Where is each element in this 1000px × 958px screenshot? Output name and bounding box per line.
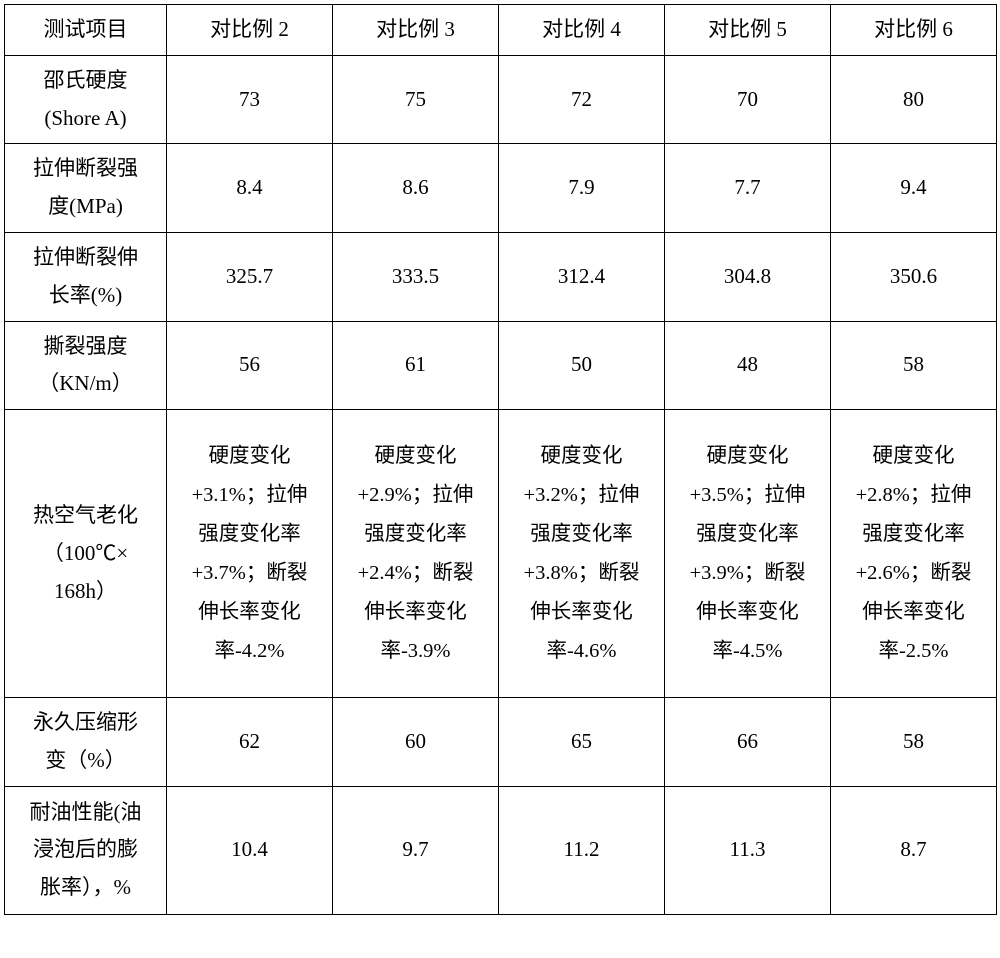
row-label-shore-hardness: 邵氏硬度 (Shore A)	[5, 55, 167, 144]
cell-value: 73	[167, 55, 333, 144]
cell-value: 58	[831, 698, 997, 787]
cell-value: 48	[665, 321, 831, 410]
cell-value: 9.4	[831, 144, 997, 233]
cell-value: 50	[499, 321, 665, 410]
cell-value: 硬度变化 +3.1%；拉伸 强度变化率 +3.7%；断裂 伸长率变化 率-4.2…	[167, 410, 333, 698]
table-row: 邵氏硬度 (Shore A) 73 75 72 70 80	[5, 55, 997, 144]
comparison-table: 测试项目 对比例 2 对比例 3 对比例 4 对比例 5 对比例 6 邵氏硬度 …	[4, 4, 997, 915]
cell-value: 8.6	[333, 144, 499, 233]
header-cell-compare-3: 对比例 3	[333, 5, 499, 56]
cell-value: 65	[499, 698, 665, 787]
table-row: 拉伸断裂伸 长率(%) 325.7 333.5 312.4 304.8 350.…	[5, 232, 997, 321]
table-header-row: 测试项目 对比例 2 对比例 3 对比例 4 对比例 5 对比例 6	[5, 5, 997, 56]
cell-value: 11.2	[499, 786, 665, 914]
row-label-compression-set: 永久压缩形 变（%）	[5, 698, 167, 787]
cell-value: 硬度变化 +3.2%；拉伸 强度变化率 +3.8%；断裂 伸长率变化 率-4.6…	[499, 410, 665, 698]
cell-value: 80	[831, 55, 997, 144]
cell-value: 10.4	[167, 786, 333, 914]
cell-value: 66	[665, 698, 831, 787]
cell-value: 333.5	[333, 232, 499, 321]
cell-value: 硬度变化 +2.8%；拉伸 强度变化率 +2.6%；断裂 伸长率变化 率-2.5…	[831, 410, 997, 698]
row-label-hot-air-aging: 热空气老化 （100℃× 168h）	[5, 410, 167, 698]
cell-value: 70	[665, 55, 831, 144]
cell-value: 60	[333, 698, 499, 787]
header-cell-compare-5: 对比例 5	[665, 5, 831, 56]
row-label-tensile-strength: 拉伸断裂强 度(MPa)	[5, 144, 167, 233]
cell-value: 75	[333, 55, 499, 144]
row-label-oil-resistance: 耐油性能(油 浸泡后的膨 胀率），%	[5, 786, 167, 914]
cell-value: 8.7	[831, 786, 997, 914]
cell-value: 350.6	[831, 232, 997, 321]
cell-value: 312.4	[499, 232, 665, 321]
header-cell-compare-6: 对比例 6	[831, 5, 997, 56]
cell-value: 56	[167, 321, 333, 410]
table-row: 永久压缩形 变（%） 62 60 65 66 58	[5, 698, 997, 787]
cell-value: 72	[499, 55, 665, 144]
cell-value: 8.4	[167, 144, 333, 233]
cell-value: 325.7	[167, 232, 333, 321]
cell-value: 硬度变化 +3.5%；拉伸 强度变化率 +3.9%；断裂 伸长率变化 率-4.5…	[665, 410, 831, 698]
cell-value: 硬度变化 +2.9%；拉伸 强度变化率 +2.4%；断裂 伸长率变化 率-3.9…	[333, 410, 499, 698]
header-cell-test-item: 测试项目	[5, 5, 167, 56]
row-label-elongation: 拉伸断裂伸 长率(%)	[5, 232, 167, 321]
table-row: 耐油性能(油 浸泡后的膨 胀率），% 10.4 9.7 11.2 11.3 8.…	[5, 786, 997, 914]
row-label-tear-strength: 撕裂强度 （KN/m）	[5, 321, 167, 410]
header-cell-compare-2: 对比例 2	[167, 5, 333, 56]
header-cell-compare-4: 对比例 4	[499, 5, 665, 56]
cell-value: 11.3	[665, 786, 831, 914]
cell-value: 7.7	[665, 144, 831, 233]
table-row: 撕裂强度 （KN/m） 56 61 50 48 58	[5, 321, 997, 410]
cell-value: 7.9	[499, 144, 665, 233]
cell-value: 304.8	[665, 232, 831, 321]
table-row: 拉伸断裂强 度(MPa) 8.4 8.6 7.9 7.7 9.4	[5, 144, 997, 233]
cell-value: 62	[167, 698, 333, 787]
cell-value: 9.7	[333, 786, 499, 914]
cell-value: 61	[333, 321, 499, 410]
table-row: 热空气老化 （100℃× 168h） 硬度变化 +3.1%；拉伸 强度变化率 +…	[5, 410, 997, 698]
cell-value: 58	[831, 321, 997, 410]
